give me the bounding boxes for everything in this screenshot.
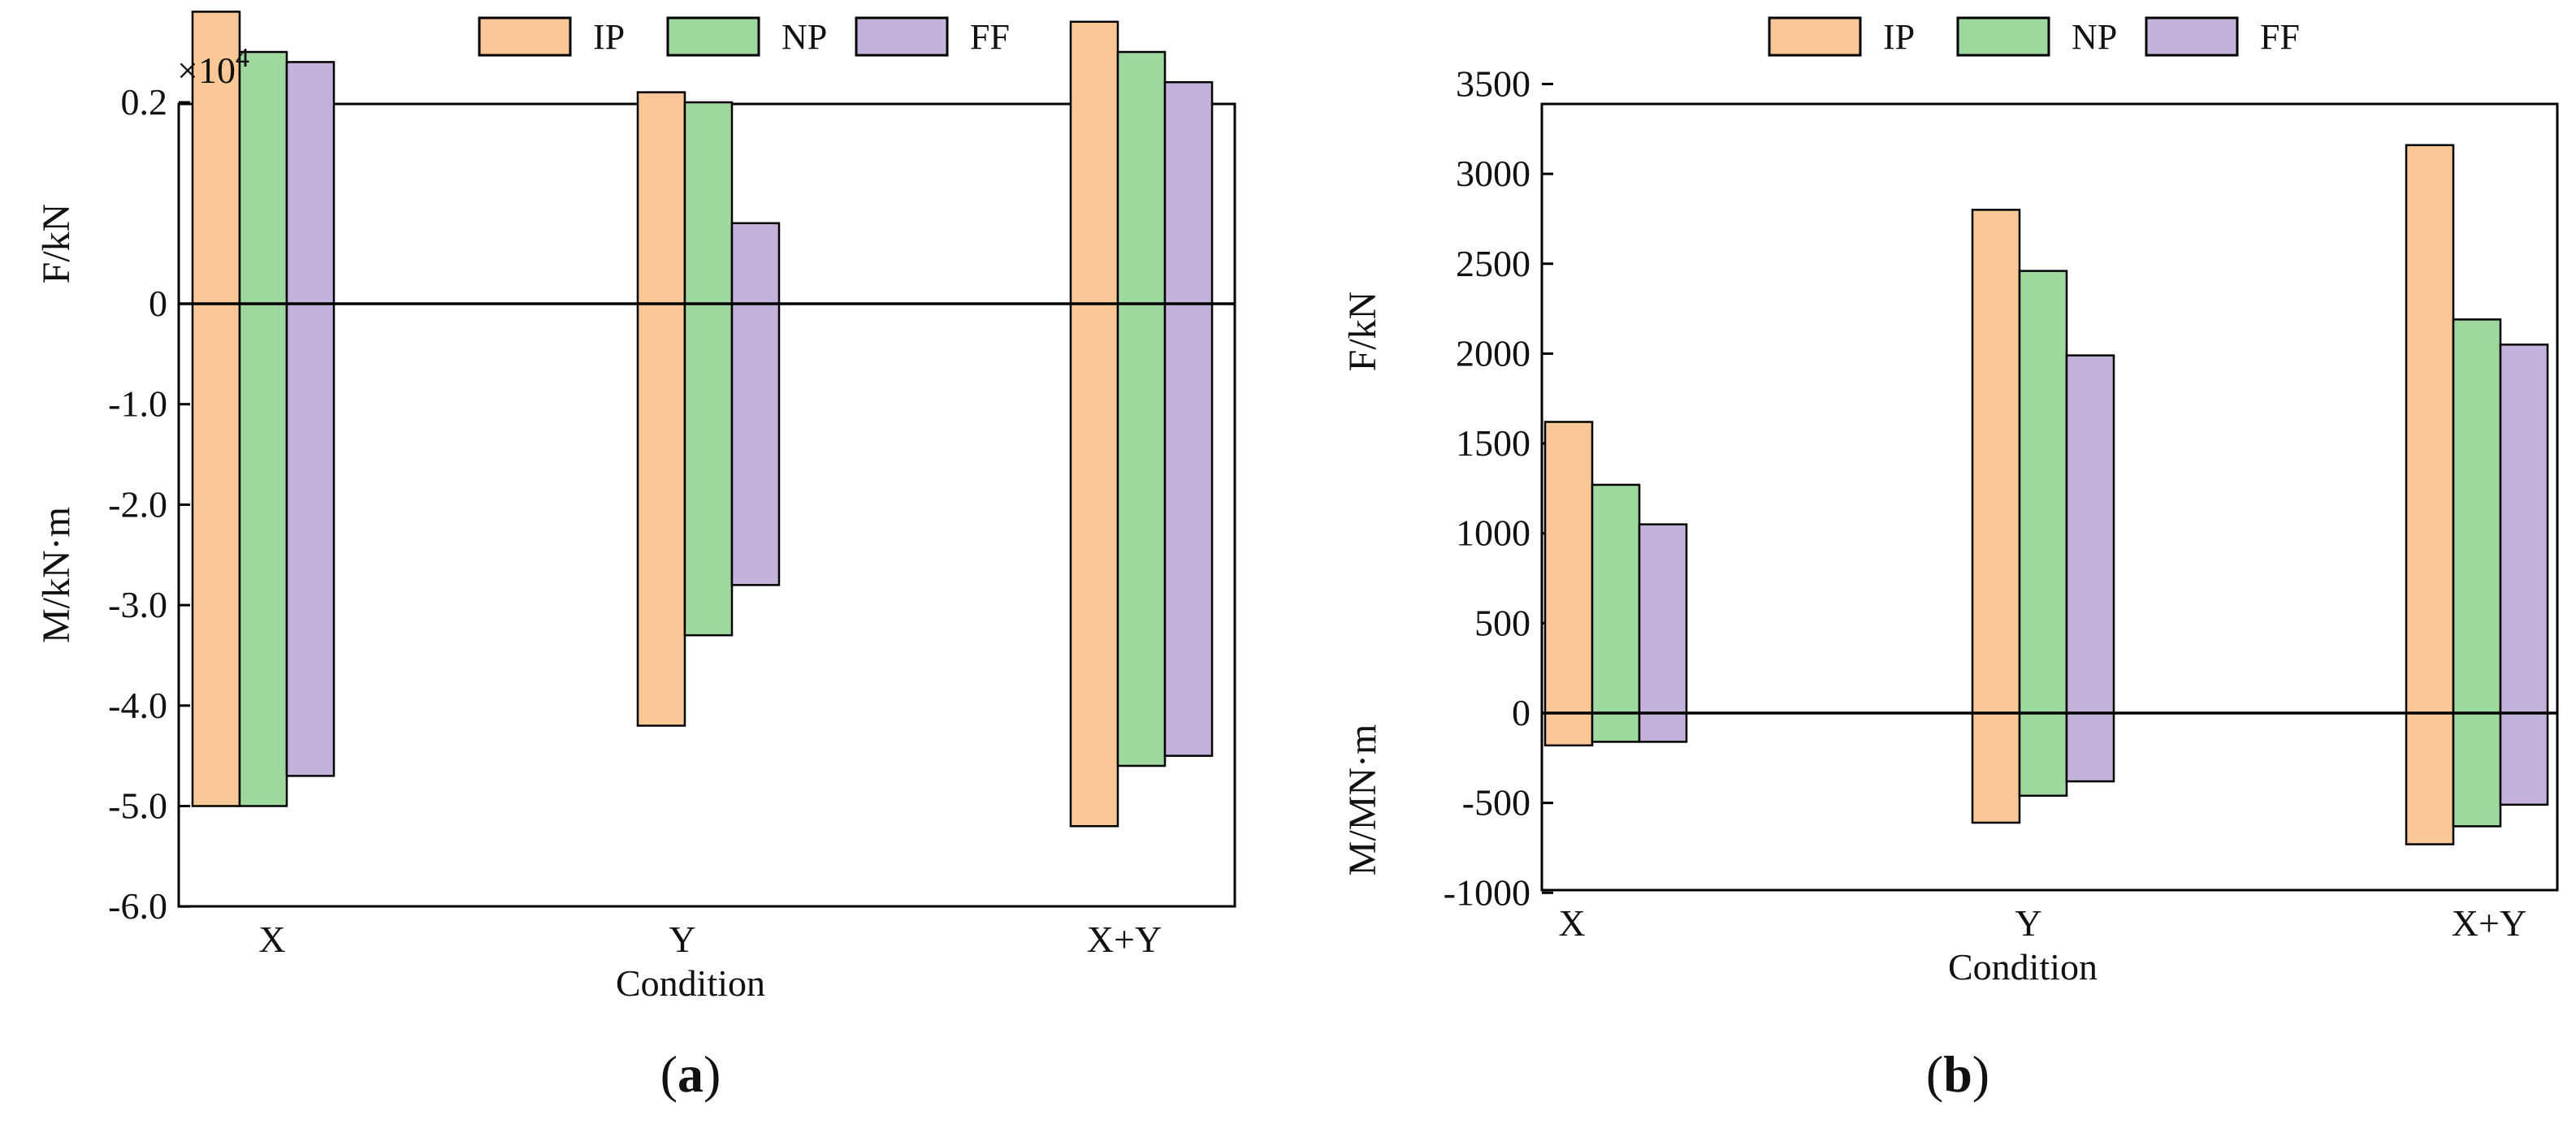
bar-ip-y bbox=[1971, 209, 2021, 824]
legend-swatch-ff bbox=[855, 16, 949, 57]
bar-ip-y bbox=[636, 91, 686, 727]
bar-np-xplusy bbox=[2452, 318, 2502, 828]
panel-label: (a) bbox=[660, 1045, 721, 1103]
y-tick-label: 0 bbox=[1512, 692, 1530, 733]
x-tick-label: X+Y bbox=[2452, 902, 2526, 944]
y-tick-label: 2000 bbox=[1456, 332, 1530, 374]
legend-swatch-ff bbox=[2145, 16, 2239, 57]
chart-panel-a: 0.40.20-1.0-2.0-3.0-4.0-5.0-6.0XYX+YCond… bbox=[35, 11, 1236, 1103]
bar-np-y bbox=[2018, 270, 2068, 798]
bar-ff-xplusy bbox=[1163, 80, 1214, 757]
legend-label-ff: FF bbox=[970, 17, 1010, 57]
legend-label-ip: IP bbox=[593, 17, 625, 57]
x-tick-label: Y bbox=[2015, 902, 2041, 944]
y-tick-label: 2500 bbox=[1456, 243, 1530, 284]
y-tick-label: 0 bbox=[149, 283, 167, 324]
x-tick-label: X bbox=[258, 919, 285, 960]
legend-label-np: NP bbox=[781, 17, 827, 57]
bar-ff-x bbox=[285, 61, 336, 777]
bar-ip-x bbox=[191, 11, 241, 807]
plot-frame bbox=[1540, 102, 2559, 892]
legend-swatch-ip bbox=[478, 16, 572, 57]
bar-ff-xplusy bbox=[2499, 344, 2549, 806]
x-tick-label: Y bbox=[669, 919, 695, 960]
y-tick-label: 1000 bbox=[1456, 512, 1530, 554]
y-tick-label: -500 bbox=[1462, 782, 1530, 824]
x-tick-label: X+Y bbox=[1087, 919, 1162, 960]
bar-np-xplusy bbox=[1116, 50, 1167, 767]
x-axis-label: Condition bbox=[1948, 946, 2098, 988]
y-tick-label: -5.0 bbox=[108, 785, 167, 827]
bar-ip-x bbox=[1543, 421, 1594, 747]
y-tick-label: -6.0 bbox=[108, 885, 167, 927]
chart-panel-b: 3500 3000 2500 2000 1500 1000 500 0 -500 -1000 X Y X… bbox=[1341, 16, 2559, 1103]
y-tick-label: -4.0 bbox=[108, 685, 167, 726]
y-tick-label: -1000 bbox=[1444, 871, 1530, 913]
y-axis-label-bottom: M/kN·m bbox=[35, 507, 78, 643]
legend: IP NP FF bbox=[478, 16, 1010, 57]
bar-np-y bbox=[683, 101, 734, 637]
legend-swatch-np bbox=[1956, 16, 2050, 57]
y-tick-label: 500 bbox=[1474, 602, 1530, 643]
legend-swatch-ip bbox=[1768, 16, 1862, 57]
legend: IP NP FF bbox=[1768, 16, 2300, 57]
legend-label-ff: FF bbox=[2260, 17, 2300, 57]
legend-swatch-np bbox=[666, 16, 760, 57]
x-axis-label: Condition bbox=[616, 962, 765, 1004]
bar-ip-xplusy bbox=[1069, 20, 1119, 828]
y-tick-label: 1500 bbox=[1456, 422, 1530, 464]
y-tick-label: -2.0 bbox=[108, 483, 167, 525]
legend-label-ip: IP bbox=[1883, 17, 1915, 57]
bar-ff-y bbox=[2065, 354, 2115, 783]
bar-ff-x bbox=[1638, 523, 1688, 743]
y-tick-label: 3500 bbox=[1456, 63, 1530, 104]
axis-multiplier: ×104 bbox=[177, 43, 249, 91]
x-tick-label: X bbox=[1558, 902, 1585, 944]
y-axis-label-top: F/kN bbox=[35, 204, 78, 284]
bar-ip-xplusy bbox=[2405, 144, 2455, 845]
y-axis-label-bottom: M/MN·m bbox=[1341, 724, 1384, 876]
y-axis-label-top: F/kN bbox=[1341, 292, 1384, 372]
y-tick-label: 0.2 bbox=[121, 81, 168, 123]
bar-ff-y bbox=[730, 222, 781, 586]
y-tick-label: -3.0 bbox=[108, 584, 167, 625]
bar-np-x bbox=[1591, 483, 1641, 743]
y-tick-label: -1.0 bbox=[108, 383, 167, 425]
y-tick-label: 3000 bbox=[1456, 153, 1530, 194]
panel-label: (b) bbox=[1926, 1045, 1989, 1103]
legend-label-np: NP bbox=[2072, 17, 2117, 57]
bar-np-x bbox=[238, 50, 288, 807]
